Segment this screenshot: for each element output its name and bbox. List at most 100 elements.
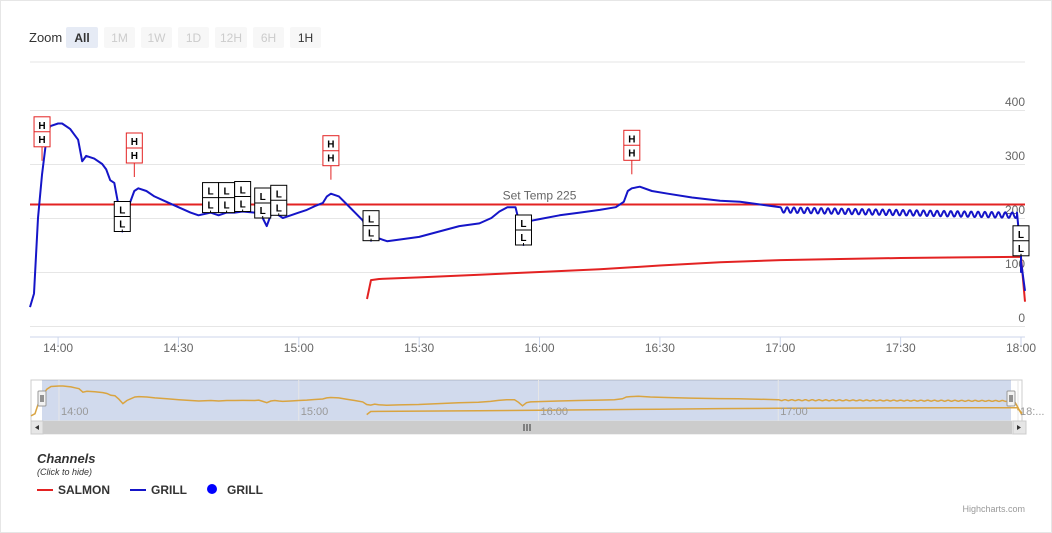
x-tick-label: 17:30 <box>886 341 916 355</box>
x-tick-label: 15:00 <box>284 341 314 355</box>
flag-label-echo: L <box>224 201 230 212</box>
navigator-tick-label: 18:... <box>1020 406 1044 418</box>
flag-low[interactable]: LL <box>1012 225 1030 257</box>
zoom-button-1h[interactable]: 1H <box>290 27 321 48</box>
y-tick-label: 400 <box>1005 95 1025 109</box>
scrollbar-grip-icon <box>523 424 531 431</box>
flag-label-echo: L <box>368 229 374 240</box>
zoom-button-label: 12H <box>220 31 242 45</box>
flag-label-echo: L <box>276 203 282 214</box>
navigator-series-line <box>30 385 1023 417</box>
flag-label: L <box>1018 230 1024 241</box>
flag-low[interactable]: LL <box>254 187 272 219</box>
navigator-axis-labels: 14:00 15:00 16:00 17:00 18:... <box>61 406 1045 418</box>
zoom-button-12h[interactable]: 12H <box>215 27 247 48</box>
flag-label-echo: H <box>628 148 635 159</box>
flag-high[interactable]: HH <box>322 135 340 180</box>
flag-label: L <box>119 206 125 217</box>
flag-low[interactable]: LL <box>362 210 380 242</box>
flag-label: L <box>240 186 246 197</box>
flag-label-echo: L <box>207 201 213 212</box>
zoom-button-all[interactable]: All <box>66 27 98 48</box>
flag-low[interactable]: LL <box>218 182 236 214</box>
flag-label-echo: L <box>1018 244 1024 255</box>
scrollbar[interactable] <box>30 420 1027 435</box>
legend-title: Channels <box>37 451 96 466</box>
x-axis-labels: 14:00 14:30 15:00 15:30 16:00 16:30 17:00 17:30… <box>30 336 1036 355</box>
legend-subtitle: (Click to hide) <box>37 467 92 477</box>
x-tick-label: 17:00 <box>765 341 795 355</box>
zoom-button-6h[interactable]: 6H <box>253 27 284 48</box>
legend-item-salmon[interactable]: SALMON <box>37 483 110 497</box>
navigator[interactable]: 14:00 15:00 16:00 17:00 18:... <box>30 379 1045 422</box>
navigator-grid <box>58 380 1019 421</box>
flag-low[interactable]: LL <box>234 181 252 213</box>
navigator-tick-label: 14:00 <box>61 406 89 418</box>
flag-label: H <box>628 134 635 145</box>
zoom-label: Zoom <box>29 30 62 45</box>
flag-label: H <box>131 137 138 148</box>
flag-label: L <box>260 192 266 203</box>
flag-low[interactable]: LL <box>270 184 288 216</box>
flag-low[interactable]: LL <box>514 214 532 246</box>
x-tick-label: 14:00 <box>43 341 73 355</box>
y-tick-label: 200 <box>1005 203 1025 217</box>
flag-label: L <box>207 187 213 198</box>
zoom-button-1m[interactable]: 1M <box>104 27 135 48</box>
range-selector: Zoom All 1M 1W 1D 12H 6H 1H <box>29 27 321 48</box>
right-arrow-icon <box>1017 425 1021 430</box>
zoom-button-1w[interactable]: 1W <box>141 27 172 48</box>
series-line-salmon[interactable] <box>366 255 1026 302</box>
flag-label-echo: L <box>119 220 125 231</box>
set-temp-label: Set Temp 225 <box>503 189 577 203</box>
x-tick-label: 18:00 <box>1006 341 1036 355</box>
scrollbar-left-arrow-button[interactable] <box>30 420 44 435</box>
navigator-handle-left[interactable] <box>37 390 47 407</box>
zoom-buttons: All 1M 1W 1D 12H 6H 1H <box>66 27 321 48</box>
flag-label-echo: L <box>240 200 246 211</box>
flag-high[interactable]: HH <box>33 116 51 161</box>
x-tick-label: 15:30 <box>404 341 434 355</box>
flag-label-echo: H <box>131 151 138 162</box>
legend-item-grill-dot[interactable]: GRILL <box>207 483 263 497</box>
flag-label: L <box>520 219 526 230</box>
flag-label: H <box>327 140 334 151</box>
flag-label: L <box>224 187 230 198</box>
flag-label: L <box>276 189 282 200</box>
flag-low[interactable]: LL <box>202 182 220 214</box>
navigator-tick-label: 15:00 <box>301 406 329 418</box>
scrollbar-right-arrow-button[interactable] <box>1012 420 1027 435</box>
x-tick-label: 16:30 <box>645 341 675 355</box>
legend-item-label: SALMON <box>58 483 110 497</box>
zoom-button-label: 1H <box>298 31 313 45</box>
legend-item-label: GRILL <box>227 483 263 497</box>
zoom-button-label: 1M <box>111 31 128 45</box>
zoom-button-1d[interactable]: 1D <box>178 27 209 48</box>
navigator-series <box>30 385 1023 417</box>
flag-high[interactable]: HH <box>125 132 143 177</box>
set-temp-plot-line: Set Temp 225 <box>30 189 1025 206</box>
flag-label-echo: H <box>38 135 45 146</box>
credits-link[interactable]: Highcharts.com <box>962 504 1025 514</box>
grill-dot-symbol <box>207 484 217 494</box>
legend-item-grill-line[interactable]: GRILL <box>130 483 187 497</box>
navigator-tick-label: 17:00 <box>780 406 808 418</box>
x-tick-label: 14:30 <box>163 341 193 355</box>
flag-low[interactable]: LL <box>113 201 131 232</box>
navigator-series-line <box>366 407 1023 416</box>
left-arrow-icon <box>35 425 39 430</box>
flag-label-echo: L <box>260 206 266 217</box>
zoom-button-label: 1D <box>186 31 202 45</box>
x-tick-label: 16:00 <box>525 341 555 355</box>
flag-label-echo: H <box>327 154 334 165</box>
y-tick-label: 300 <box>1005 149 1025 163</box>
series-line-grill[interactable] <box>29 122 1026 308</box>
flag-label: L <box>368 215 374 226</box>
series-lines <box>29 122 1026 308</box>
flag-high[interactable]: HH <box>623 129 641 175</box>
navigator-handle-right[interactable] <box>1006 390 1016 407</box>
zoom-button-label: 1W <box>148 31 167 45</box>
